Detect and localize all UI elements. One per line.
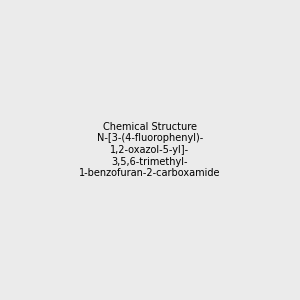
Text: Chemical Structure
N-[3-(4-fluorophenyl)-
1,2-oxazol-5-yl]-
3,5,6-trimethyl-
1-b: Chemical Structure N-[3-(4-fluorophenyl)… [79, 122, 221, 178]
